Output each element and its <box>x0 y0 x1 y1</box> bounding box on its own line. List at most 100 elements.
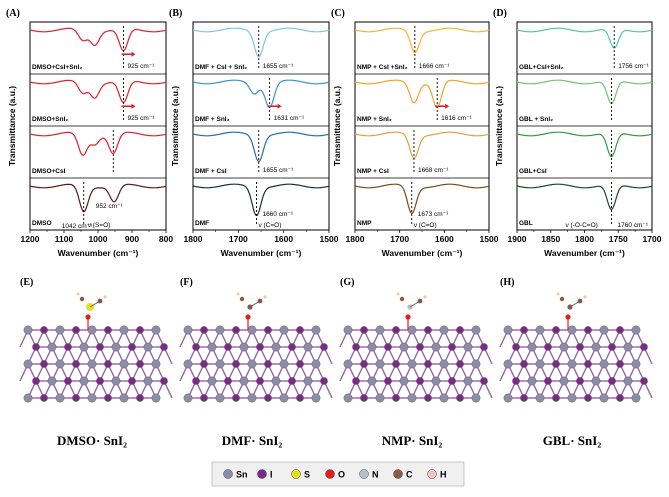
x-tick-label: 1900 <box>508 234 527 244</box>
i-atom <box>200 360 208 368</box>
sn-atom <box>207 342 217 352</box>
h-atom <box>76 292 80 296</box>
x-axis-label: Wavenumber (cm⁻¹) <box>382 248 463 258</box>
i-atom <box>32 343 40 351</box>
structure-panel-1: (E) DMSO· SnI₂ <box>19 277 173 448</box>
i-atom <box>384 343 392 351</box>
i-atom <box>40 394 48 402</box>
sn-atom <box>623 342 633 352</box>
i-atom <box>128 343 136 351</box>
sn-atom <box>591 376 601 386</box>
sn-atom <box>55 359 65 369</box>
i-atom <box>456 326 464 334</box>
slab-lattice <box>499 325 653 403</box>
c-atom <box>239 296 245 302</box>
series-label: GBL+CsI+SnI₂ <box>519 64 564 71</box>
h-atom <box>263 295 267 299</box>
sn-atom <box>407 325 417 335</box>
i-atom <box>96 343 104 351</box>
sn-atom <box>559 342 569 352</box>
i-atom <box>544 377 552 385</box>
i-atom <box>136 394 144 402</box>
adsorbed-molecule <box>556 292 587 330</box>
sn-atom <box>343 359 353 369</box>
legend-label: I <box>270 470 273 480</box>
legend-label: C <box>406 470 413 480</box>
sn-atom <box>87 325 97 335</box>
sn-atom <box>471 359 481 369</box>
sn-atom <box>503 325 513 335</box>
structure-title: GBL· SnI₂ <box>543 433 602 448</box>
sn-atom <box>591 342 601 352</box>
series-label: DMSO+CsI+SnI₂ <box>32 64 82 71</box>
i-atom <box>64 377 72 385</box>
i-atom <box>584 394 592 402</box>
sn-atom <box>279 393 289 403</box>
i-atom <box>480 343 488 351</box>
peak-annotation: 1631 cm⁻¹ <box>274 115 305 122</box>
sn-atom <box>47 342 57 352</box>
spectrum-line <box>516 79 653 105</box>
i-atom <box>616 360 624 368</box>
sn-atom <box>623 376 633 386</box>
peak-annotation: 925 cm⁻¹ <box>128 63 156 70</box>
sn-atom <box>183 359 193 369</box>
i-atom <box>200 394 208 402</box>
adsorbed-molecule <box>236 292 267 330</box>
sn-atom <box>375 359 385 369</box>
x-tick-label: 800 <box>159 234 173 244</box>
i-atom <box>392 360 400 368</box>
sn-atom <box>23 393 33 403</box>
spectrum-line <box>29 183 167 213</box>
spectrum-line <box>192 131 330 163</box>
c-atom <box>79 296 85 302</box>
sn-atom <box>247 325 257 335</box>
peak-annotation: ν (S=O) <box>88 222 111 229</box>
panel-label: (E) <box>20 277 33 288</box>
x-tick-label: 1700 <box>390 234 409 244</box>
sn-atom <box>151 393 161 403</box>
series-label: DMSO+SnI₂ <box>32 116 68 123</box>
sn-atom <box>271 342 281 352</box>
peak-annotation: 1760 cm⁻¹ <box>618 222 649 229</box>
i-atom <box>232 360 240 368</box>
i-atom <box>544 343 552 351</box>
i-atom <box>264 394 272 402</box>
legend-swatch <box>427 469 437 479</box>
peak-annotation: 925 cm⁻¹ <box>128 115 156 122</box>
i-atom <box>224 343 232 351</box>
shift-arrow-head <box>277 103 282 109</box>
x-tick-label: 1600 <box>435 234 454 244</box>
legend-label: O <box>338 470 345 480</box>
structure-panel-4: (H) GBL· SnI₂ <box>499 277 653 448</box>
sn-atom <box>311 325 321 335</box>
i-atom <box>288 377 296 385</box>
sn-atom <box>311 359 321 369</box>
spectrum-line <box>516 183 653 211</box>
slab-lattice <box>179 325 333 403</box>
sn-atom <box>151 325 161 335</box>
i-atom <box>192 343 200 351</box>
spectrum-line <box>354 27 490 54</box>
sn-atom <box>87 393 97 403</box>
sn-atom <box>239 376 249 386</box>
i-atom <box>296 326 304 334</box>
sn-atom <box>55 393 65 403</box>
element-legend: Sn I S O N C H <box>211 461 465 487</box>
series-label: DMSO <box>32 220 52 227</box>
sn-atom <box>207 376 217 386</box>
sn-atom <box>23 325 33 335</box>
o-atom <box>565 314 571 320</box>
i-atom <box>520 394 528 402</box>
i-atom <box>40 326 48 334</box>
sn-atom <box>599 325 609 335</box>
peak-annotation: 1655 cm⁻¹ <box>263 167 294 174</box>
sn-atom <box>23 359 33 369</box>
adsorbed-molecule <box>396 292 427 330</box>
sn-atom <box>111 342 121 352</box>
sn-atom <box>407 393 417 403</box>
sn-atom <box>527 376 537 386</box>
i-atom <box>32 377 40 385</box>
shift-arrow-head <box>131 103 136 109</box>
spectrum-line <box>354 183 490 215</box>
